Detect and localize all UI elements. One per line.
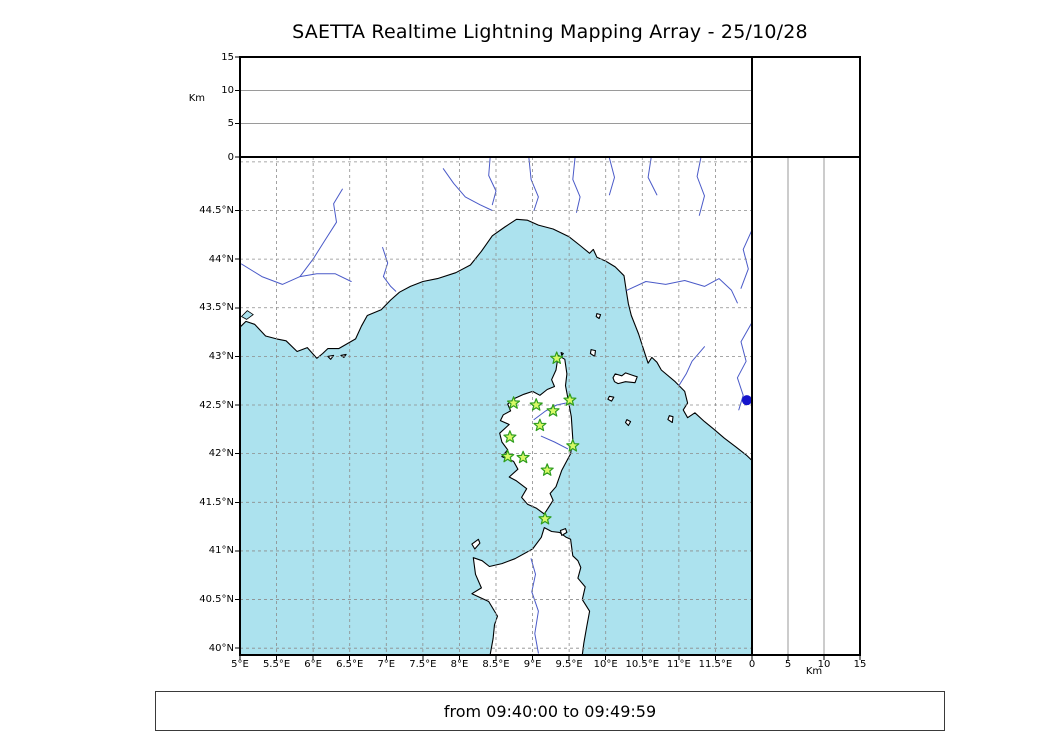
river-line xyxy=(299,273,352,282)
lon-tick-label: 5.5°E xyxy=(262,659,291,670)
station-marker xyxy=(538,511,552,525)
lon-tick-label: 11.5°E xyxy=(698,659,733,670)
lat-tick-label: 40.5°N xyxy=(199,594,234,606)
lat-tick-label: 42.5°N xyxy=(199,399,234,411)
alt-tick-label-bottom: 0 xyxy=(748,659,756,670)
page-title: SAETTA Realtime Lightning Mapping Array … xyxy=(292,21,808,43)
lon-tick-label: 10.5°E xyxy=(625,659,660,670)
river-line xyxy=(647,157,658,196)
river-line xyxy=(608,157,615,196)
river-line xyxy=(530,558,539,654)
land-polygon xyxy=(471,538,481,550)
lake-polygon xyxy=(240,310,254,320)
alt-tick-label-left: 0 xyxy=(227,151,234,163)
station-marker xyxy=(533,418,547,432)
lat-tick-label: 44.5°N xyxy=(199,204,234,216)
alt-tick-label-bottom: 10 xyxy=(817,659,831,670)
alt-tick-label-left: 5 xyxy=(227,118,234,130)
lat-tick-label: 42°N xyxy=(208,448,234,460)
river-line xyxy=(528,157,539,211)
lat-tick-label: 40°N xyxy=(208,642,234,654)
lon-altitude-panel xyxy=(239,56,753,158)
river-line xyxy=(442,168,493,211)
lat-tick-label: 44°N xyxy=(208,253,234,265)
land-polygon xyxy=(612,372,638,385)
time-range-box: from 09:40:00 to 09:49:59 xyxy=(155,691,945,731)
lon-tick-label: 11°E xyxy=(666,659,691,670)
land-polygon xyxy=(667,415,674,424)
lat-tick-label: 43°N xyxy=(208,350,234,362)
river-line xyxy=(382,247,397,292)
land-polygon xyxy=(560,351,564,356)
land-polygon xyxy=(240,157,752,462)
lon-tick-label: 7.5°E xyxy=(409,659,437,670)
alt-tick-label-bottom: 15 xyxy=(853,659,867,670)
lat-altitude-panel xyxy=(751,156,861,656)
lon-tick-label: 6.5°E xyxy=(336,659,364,670)
land-polygon xyxy=(595,313,602,320)
lon-tick-label: 8°E xyxy=(450,659,469,670)
station-marker xyxy=(566,439,580,452)
lon-tick-label: 5°E xyxy=(231,659,249,670)
land-polygon xyxy=(624,419,632,427)
river-line xyxy=(678,346,705,387)
time-range-text: from 09:40:00 to 09:49:59 xyxy=(443,701,657,721)
river-line xyxy=(488,157,497,206)
altitude-axis-unit-right: Km xyxy=(805,666,823,677)
station-marker xyxy=(563,393,577,406)
lon-tick-label: 8.5°E xyxy=(482,659,510,670)
lat-tick-label: 41°N xyxy=(208,545,234,557)
lon-tick-label: 9°E xyxy=(523,659,542,670)
station-marker xyxy=(516,450,530,464)
lon-tick-label: 6°E xyxy=(304,659,322,670)
station-marker xyxy=(546,404,560,417)
alt-tick-label-left: 10 xyxy=(221,84,234,96)
station-marker xyxy=(550,351,564,364)
station-marker xyxy=(501,449,515,463)
lon-tick-label: 9.5°E xyxy=(555,659,583,670)
lat-tick-label: 41.5°N xyxy=(199,496,234,508)
river-line xyxy=(626,278,738,304)
lat-tick-label: 43.5°N xyxy=(199,302,234,314)
station-marker xyxy=(529,398,543,411)
river-line xyxy=(572,157,581,213)
station-marker xyxy=(503,430,517,443)
station-marker xyxy=(507,396,521,409)
altitude-axis-unit-top: Km xyxy=(188,93,205,104)
land-polygon xyxy=(607,395,615,402)
map-content xyxy=(240,157,752,655)
river-line xyxy=(540,435,569,450)
alt-tick-label-left: 15 xyxy=(221,51,234,63)
river-line xyxy=(696,157,705,216)
station-marker xyxy=(540,463,554,476)
alt-tick-label-bottom: 5 xyxy=(784,659,792,670)
lon-tick-label: 10°E xyxy=(593,659,618,670)
river-line xyxy=(736,321,752,411)
lon-tick-label: 7°E xyxy=(377,659,396,670)
flash-point xyxy=(741,395,752,406)
corner-panel xyxy=(751,56,861,158)
land-polygon xyxy=(559,528,568,536)
